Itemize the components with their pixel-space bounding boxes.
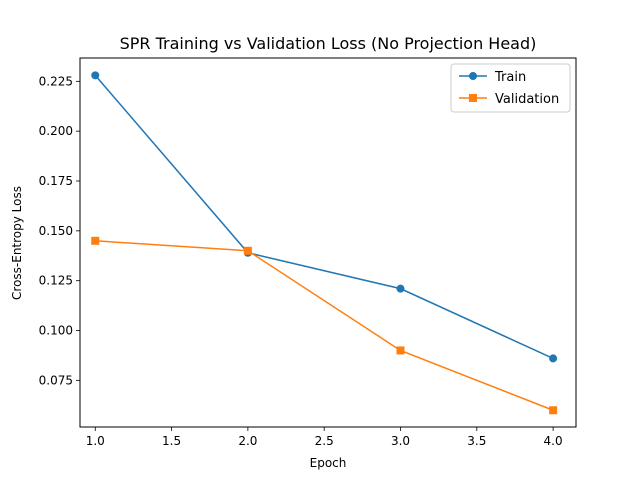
y-tick-label: 0.200 xyxy=(39,124,73,138)
train-series-line xyxy=(94,74,554,360)
x-tick-label: 1.5 xyxy=(162,434,181,448)
validation-point xyxy=(549,406,558,415)
legend: Train Validation xyxy=(450,63,571,113)
plot-frame xyxy=(79,57,577,428)
y-tick-label: 0.100 xyxy=(39,324,73,338)
series-layer xyxy=(91,71,558,415)
x-tick-label: 2.5 xyxy=(315,434,334,448)
legend-train-label: Train xyxy=(494,70,526,85)
validation-point xyxy=(243,246,252,255)
x-tick-label: 1.0 xyxy=(86,434,105,448)
x-tick-label: 2.0 xyxy=(238,434,257,448)
legend-train-marker xyxy=(469,72,477,80)
train-point xyxy=(549,354,558,363)
x-tick-label: 3.5 xyxy=(467,434,486,448)
legend-validation-marker xyxy=(469,94,477,102)
y-tick-label: 0.175 xyxy=(39,174,73,188)
train-point xyxy=(396,284,405,293)
x-axis: 1.0 1.5 2.0 2.5 3.0 3.5 4.0 xyxy=(86,427,563,448)
x-tick-label: 4.0 xyxy=(544,434,563,448)
train-point xyxy=(91,71,100,80)
y-tick-label: 0.125 xyxy=(39,274,73,288)
chart-title: SPR Training vs Validation Loss (No Proj… xyxy=(120,34,537,53)
y-tick-label: 0.225 xyxy=(39,74,73,88)
y-axis: 0.075 0.100 0.125 0.150 0.175 0.200 0.225 xyxy=(39,74,80,387)
validation-series-line xyxy=(95,240,554,411)
y-tick-label: 0.075 xyxy=(39,373,73,387)
x-tick-label: 3.0 xyxy=(391,434,410,448)
legend-validation-label: Validation xyxy=(495,92,559,107)
y-tick-label: 0.150 xyxy=(39,224,73,238)
validation-point xyxy=(91,236,100,245)
validation-point xyxy=(396,346,405,355)
y-axis-label: Cross-Entropy Loss xyxy=(10,186,24,300)
x-axis-label: Epoch xyxy=(310,456,347,470)
